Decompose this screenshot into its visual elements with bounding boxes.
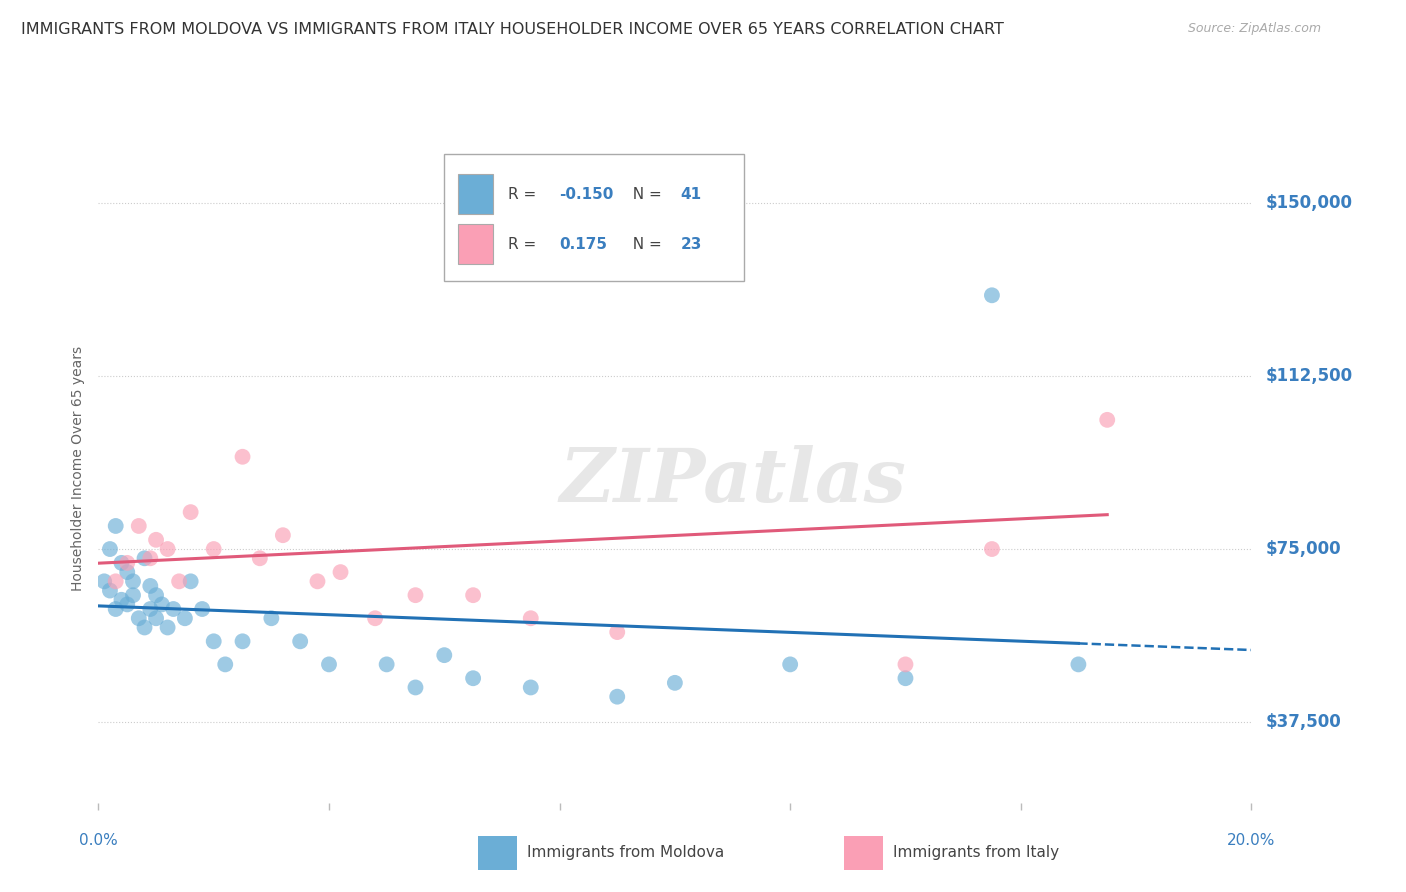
Point bbox=[520, 681, 543, 695]
Point bbox=[167, 574, 190, 589]
Point bbox=[98, 583, 121, 598]
Text: N =: N = bbox=[623, 186, 666, 202]
Point bbox=[271, 528, 294, 542]
Point bbox=[156, 620, 179, 634]
Point bbox=[93, 574, 115, 589]
Text: $112,500: $112,500 bbox=[1265, 367, 1353, 385]
Point bbox=[191, 602, 214, 616]
Text: 0.0%: 0.0% bbox=[79, 833, 118, 848]
Text: R =: R = bbox=[508, 186, 541, 202]
Point bbox=[162, 602, 184, 616]
Y-axis label: Householder Income Over 65 years: Householder Income Over 65 years bbox=[72, 346, 86, 591]
Point bbox=[98, 542, 121, 557]
Point bbox=[231, 634, 254, 648]
FancyBboxPatch shape bbox=[458, 174, 492, 214]
Point bbox=[180, 505, 202, 519]
Point bbox=[981, 288, 1004, 302]
Point bbox=[122, 574, 145, 589]
Point bbox=[202, 542, 225, 557]
Text: $37,500: $37,500 bbox=[1265, 713, 1341, 731]
Point bbox=[134, 620, 156, 634]
Point bbox=[318, 657, 340, 672]
Text: Immigrants from Italy: Immigrants from Italy bbox=[893, 846, 1059, 860]
Point bbox=[139, 579, 162, 593]
Point bbox=[461, 588, 484, 602]
Point bbox=[104, 519, 127, 533]
Point bbox=[894, 671, 917, 685]
Point bbox=[231, 450, 254, 464]
Point bbox=[117, 565, 138, 579]
Point bbox=[110, 592, 132, 607]
Point bbox=[104, 602, 127, 616]
Point bbox=[214, 657, 236, 672]
Point bbox=[122, 588, 145, 602]
Point bbox=[606, 690, 628, 704]
Point bbox=[364, 611, 387, 625]
Point bbox=[117, 598, 138, 612]
Point bbox=[779, 657, 801, 672]
Point bbox=[145, 533, 167, 547]
Text: 20.0%: 20.0% bbox=[1227, 833, 1275, 848]
Point bbox=[433, 648, 456, 662]
FancyBboxPatch shape bbox=[458, 224, 492, 264]
Text: ZIPatlas: ZIPatlas bbox=[560, 445, 905, 518]
Point bbox=[405, 681, 427, 695]
Point bbox=[174, 611, 197, 625]
Point bbox=[150, 598, 173, 612]
Point bbox=[139, 602, 162, 616]
Point bbox=[894, 657, 917, 672]
Point bbox=[981, 542, 1004, 557]
Point bbox=[110, 556, 132, 570]
Point bbox=[520, 611, 543, 625]
Point bbox=[721, 265, 744, 279]
Point bbox=[145, 611, 167, 625]
Point bbox=[307, 574, 329, 589]
Point bbox=[134, 551, 156, 566]
Point bbox=[128, 611, 150, 625]
Text: Immigrants from Moldova: Immigrants from Moldova bbox=[527, 846, 724, 860]
Text: $150,000: $150,000 bbox=[1265, 194, 1353, 212]
Point bbox=[664, 676, 686, 690]
Point bbox=[145, 588, 167, 602]
Point bbox=[180, 574, 202, 589]
Point bbox=[249, 551, 271, 566]
Point bbox=[139, 551, 162, 566]
Text: IMMIGRANTS FROM MOLDOVA VS IMMIGRANTS FROM ITALY HOUSEHOLDER INCOME OVER 65 YEAR: IMMIGRANTS FROM MOLDOVA VS IMMIGRANTS FR… bbox=[21, 22, 1004, 37]
Text: $75,000: $75,000 bbox=[1265, 540, 1341, 558]
Point bbox=[375, 657, 398, 672]
Point bbox=[461, 671, 484, 685]
Text: 23: 23 bbox=[681, 236, 702, 252]
Point bbox=[117, 556, 138, 570]
Point bbox=[606, 625, 628, 640]
Text: Source: ZipAtlas.com: Source: ZipAtlas.com bbox=[1188, 22, 1322, 36]
Point bbox=[128, 519, 150, 533]
Point bbox=[329, 565, 352, 579]
Point bbox=[156, 542, 179, 557]
Point bbox=[104, 574, 127, 589]
Point bbox=[290, 634, 312, 648]
Point bbox=[405, 588, 427, 602]
Point bbox=[202, 634, 225, 648]
Point bbox=[1097, 413, 1119, 427]
Text: 41: 41 bbox=[681, 186, 702, 202]
Point bbox=[260, 611, 283, 625]
FancyBboxPatch shape bbox=[444, 154, 744, 281]
Text: N =: N = bbox=[623, 236, 666, 252]
Text: 0.175: 0.175 bbox=[560, 236, 607, 252]
Text: -0.150: -0.150 bbox=[560, 186, 614, 202]
Text: R =: R = bbox=[508, 236, 541, 252]
Point bbox=[1067, 657, 1090, 672]
